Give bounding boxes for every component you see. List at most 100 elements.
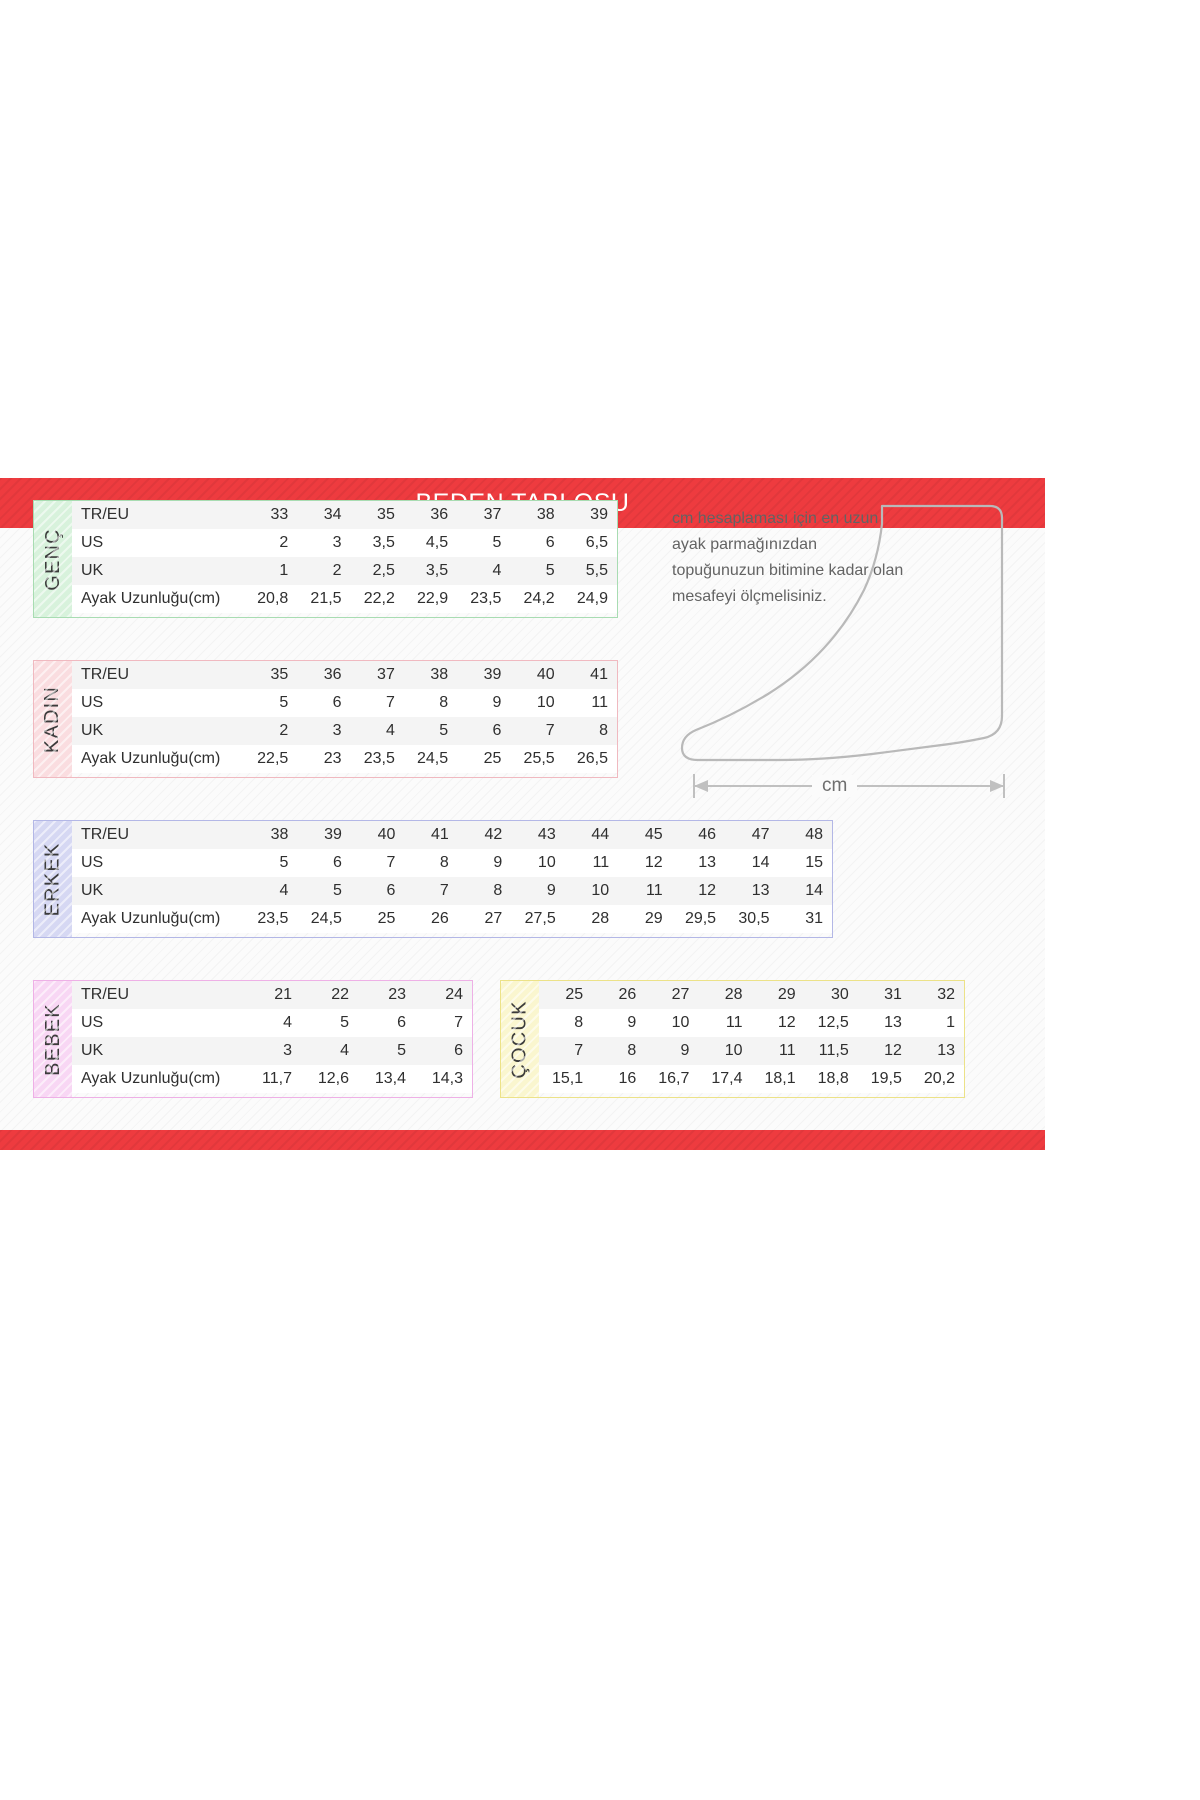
size-cell: 13 <box>698 854 717 871</box>
size-cell: 14 <box>805 882 823 899</box>
size-cell: 9 <box>627 1014 637 1031</box>
size-cell: 4 <box>283 1014 292 1031</box>
table-row: US 5 6 7 8 9 10 11 12 13 14 15 <box>72 849 832 877</box>
size-cell: 33 <box>270 506 289 523</box>
size-cell: 15,1 <box>551 1070 584 1087</box>
size-cell: 10 <box>537 854 556 871</box>
size-cell: 25 <box>565 986 584 1003</box>
size-cell: 41 <box>431 826 449 843</box>
size-cell: 10 <box>671 1014 690 1031</box>
size-cell: 40 <box>377 826 396 843</box>
measurement-instructions: cm hesaplaması için en uzun ayak parmağı… <box>672 510 904 605</box>
size-cell: 38 <box>270 826 289 843</box>
size-cell: 4 <box>279 882 289 899</box>
row-header: Ayak Uzunluğu(cm) <box>81 910 221 927</box>
size-cell: 21 <box>274 986 292 1003</box>
size-cell: 4 <box>385 722 395 739</box>
size-cell: 44 <box>591 826 610 843</box>
table-row: Ayak Uzunluğu(cm) 20,8 21,5 22,2 22,9 23,5 24,… <box>72 585 617 613</box>
size-cell: 11,5 <box>818 1042 849 1059</box>
size-cell: 14 <box>751 854 770 871</box>
size-cell: 11 <box>592 854 610 871</box>
size-cell: 27 <box>671 986 690 1003</box>
size-cell: 10 <box>724 1042 743 1059</box>
size-cell: 29 <box>777 986 796 1003</box>
size-cell: 16,7 <box>658 1070 690 1087</box>
size-cell: 36 <box>430 506 449 523</box>
size-cell: 8 <box>574 1014 584 1031</box>
size-cell: 7 <box>439 882 449 899</box>
size-cell: 5 <box>492 534 502 551</box>
size-cell: 13 <box>937 1042 955 1059</box>
size-table-genc: GENÇ TR/EU 33 34 35 36 37 38 39 US 2 3 3,5 4,5 5 6 6,5 UK… <box>33 500 618 618</box>
size-cell: 26,5 <box>576 750 608 767</box>
size-cell: 24,9 <box>576 590 608 607</box>
size-cell: 8 <box>493 882 503 899</box>
size-cell: 12 <box>698 882 717 899</box>
size-cell: 4,5 <box>425 534 449 551</box>
size-cell: 46 <box>698 826 717 843</box>
size-cell: 25,5 <box>523 750 555 767</box>
size-cell: 39 <box>324 826 342 843</box>
size-cell: 10 <box>591 882 610 899</box>
size-cell: 8 <box>599 722 608 739</box>
size-cell: 3 <box>332 534 342 551</box>
size-cell: 42 <box>484 826 503 843</box>
size-cell: 6 <box>454 1042 463 1059</box>
size-cell: 20,2 <box>923 1070 955 1087</box>
size-cell: 2 <box>332 562 342 579</box>
size-cell: 9 <box>546 882 556 899</box>
size-cell: 19,5 <box>870 1070 902 1087</box>
row-header: UK <box>81 1042 104 1059</box>
size-cell: 38 <box>430 666 449 683</box>
size-cell: 39 <box>590 506 608 523</box>
size-cell: 29,5 <box>684 910 717 927</box>
size-cell: 28 <box>591 910 610 927</box>
size-cell: 5 <box>333 882 342 899</box>
size-cell: 24,5 <box>310 910 342 927</box>
table-category-cocuk: ÇOCUK <box>501 981 539 1097</box>
table-grid: TR/EU 21 22 23 24 US 4 5 6 7 UK 3 4 5 6 Ayak Uzunluğu(c… <box>72 981 472 1097</box>
size-cell: 28 <box>724 986 743 1003</box>
size-cell: 14,3 <box>431 1070 463 1087</box>
row-header: TR/EU <box>81 826 129 843</box>
size-cell: 6 <box>333 854 342 871</box>
size-cell: 5 <box>397 1042 406 1059</box>
size-cell: 29 <box>644 910 663 927</box>
size-cell: 18,1 <box>764 1070 796 1087</box>
size-cell: 16 <box>618 1070 637 1087</box>
size-table-cocuk: ÇOCUKTR/EU2526272829303132US8910111212,5… <box>500 980 965 1098</box>
table-row: Ayak Uzunluğu(cm)15,11616,717,418,118,81… <box>539 1065 964 1093</box>
table-row: TR/EU 33 34 35 36 37 38 39 <box>72 501 617 529</box>
size-cell: 8 <box>627 1042 637 1059</box>
size-cell: 7 <box>545 722 555 739</box>
size-cell: 40 <box>536 666 555 683</box>
size-cell: 26 <box>618 986 637 1003</box>
table-row: Ayak Uzunluğu(cm) 11,7 12,6 13,4 14,3 <box>72 1065 472 1093</box>
table-row: US 5 6 7 8 9 10 11 <box>72 689 617 717</box>
size-cell: 1 <box>279 562 289 579</box>
size-cell: 22,9 <box>416 590 449 607</box>
table-grid: TR/EU 35 36 37 38 39 40 41 US 5 6 7 8 9 10 11 UK 2 3 4 5 6 7 8 A… <box>72 661 617 777</box>
row-header: US <box>81 694 104 711</box>
size-cell: 2,5 <box>372 562 395 579</box>
size-cell: 23,5 <box>470 590 502 607</box>
table-row: TR/EU 35 36 37 38 39 40 41 <box>72 661 617 689</box>
row-header: UK <box>81 562 104 579</box>
size-table-bebek: BEBEK TR/EU 21 22 23 24 US 4 5 6 7 UK 3 4 5 6 Ayak Uzunl… <box>33 980 473 1098</box>
size-cell: 20,8 <box>257 590 289 607</box>
size-cell: 31 <box>884 986 902 1003</box>
size-cell: 9 <box>680 1042 690 1059</box>
row-header: Ayak Uzunluğu(cm) <box>81 590 221 607</box>
foot-outline-icon <box>680 504 1004 762</box>
size-cell: 12 <box>644 854 663 871</box>
chart-footer-strip <box>0 1130 1045 1150</box>
size-cell: 11,7 <box>262 1070 292 1087</box>
row-header: US <box>81 534 104 551</box>
size-cell: 34 <box>323 506 342 523</box>
size-cell: 3 <box>332 722 342 739</box>
foot-diagram: cm <box>672 498 1012 798</box>
size-cell: 13,4 <box>374 1070 406 1087</box>
size-cell: 30,5 <box>738 910 770 927</box>
size-cell: 37 <box>483 506 502 523</box>
